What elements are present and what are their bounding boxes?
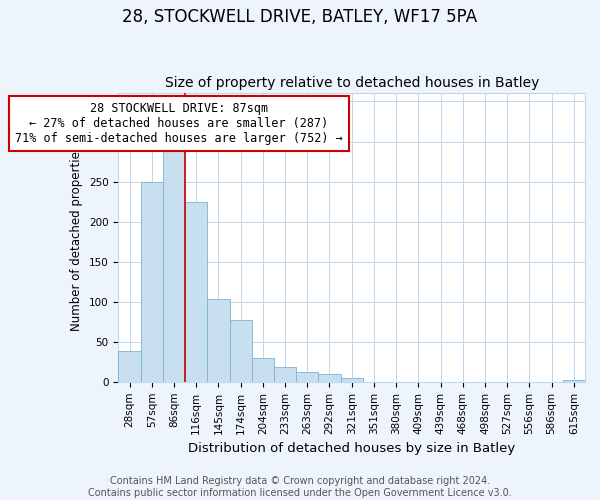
Text: Contains HM Land Registry data © Crown copyright and database right 2024.
Contai: Contains HM Land Registry data © Crown c…: [88, 476, 512, 498]
Bar: [207, 300, 230, 382]
Bar: [230, 320, 252, 382]
Bar: [252, 358, 274, 382]
Title: Size of property relative to detached houses in Batley: Size of property relative to detached ho…: [164, 76, 539, 90]
Bar: [319, 374, 341, 382]
X-axis label: Distribution of detached houses by size in Batley: Distribution of detached houses by size …: [188, 442, 515, 455]
Text: 28 STOCKWELL DRIVE: 87sqm
← 27% of detached houses are smaller (287)
71% of semi: 28 STOCKWELL DRIVE: 87sqm ← 27% of detac…: [15, 102, 343, 145]
Y-axis label: Number of detached properties: Number of detached properties: [70, 144, 83, 330]
Bar: [163, 148, 185, 382]
Bar: [118, 350, 140, 382]
Bar: [341, 378, 363, 382]
Bar: [563, 380, 585, 382]
Text: 28, STOCKWELL DRIVE, BATLEY, WF17 5PA: 28, STOCKWELL DRIVE, BATLEY, WF17 5PA: [122, 8, 478, 26]
Bar: [185, 202, 207, 382]
Bar: [296, 372, 319, 382]
Bar: [274, 366, 296, 382]
Bar: [140, 182, 163, 382]
